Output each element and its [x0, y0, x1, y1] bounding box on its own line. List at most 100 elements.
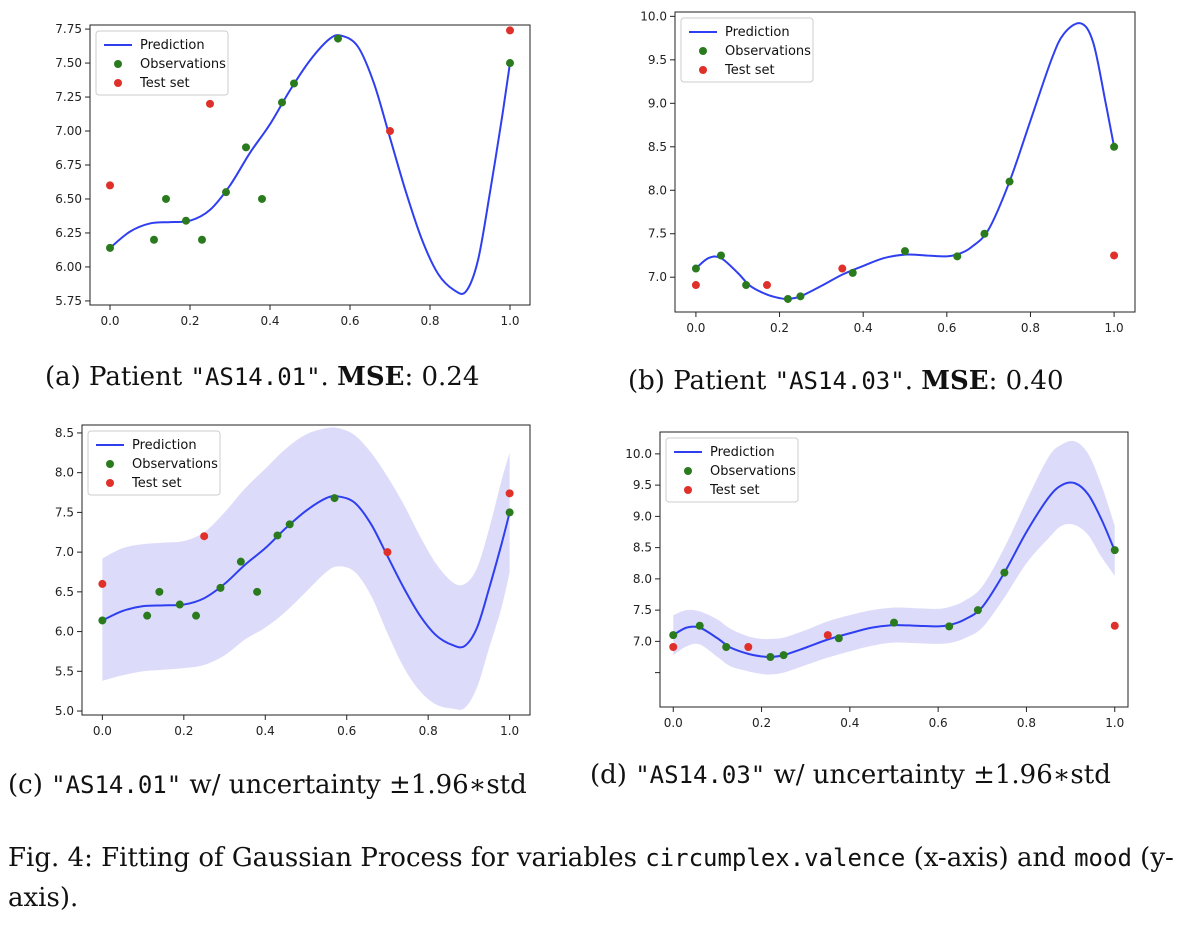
caption-b-label: (b) Patient	[628, 366, 775, 396]
plot-frame	[674, 11, 1136, 313]
plot-frame	[659, 431, 1129, 708]
test-point	[506, 26, 514, 35]
legend-observations-swatch	[114, 60, 122, 68]
figure-caption-yvar: mood	[1074, 844, 1132, 872]
chart-panel-c: 0.0 0.2 0.4 0.6 0.8 1.0 5.0 5.5 6.0 6.5 7.0 7.5 8.0 8…	[0, 410, 540, 750]
x-tick-label: 0.4	[840, 716, 859, 730]
x-tick-label: 1.0	[1105, 716, 1124, 730]
legend-observations-label: Observations	[140, 57, 226, 72]
observation-point	[766, 653, 775, 661]
legend-observations-swatch	[684, 467, 692, 475]
observation-point	[722, 643, 731, 651]
x-tick-label: 0.6	[937, 321, 956, 335]
y-tick-label: 7.0	[633, 634, 652, 648]
x-tick-label: 0.6	[340, 314, 359, 328]
y-tick-label: 7.5	[648, 227, 667, 241]
legend-prediction-label: Prediction	[140, 38, 205, 53]
observation-point	[1000, 568, 1009, 577]
x-tick-label: 0.2	[752, 716, 771, 730]
legend-test-label: Test set	[139, 76, 190, 91]
y-tick-label: 5.0	[55, 704, 74, 718]
y-tick-label: 6.25	[55, 226, 82, 240]
x-tick-label: 0.0	[93, 724, 112, 738]
x-tick-label: 0.0	[664, 716, 683, 730]
y-tick-label: 8.0	[633, 572, 652, 586]
y-tick-label: 7.0	[648, 270, 667, 284]
legend-test-swatch	[699, 66, 707, 74]
x-tick-label: 0.4	[854, 321, 873, 335]
figure-caption: Fig. 4: Fitting of Gaussian Process for …	[8, 838, 1178, 918]
legend-box	[95, 30, 229, 96]
legend-observations-swatch	[106, 460, 114, 468]
observation-point	[242, 143, 250, 152]
figure-caption-mid: (x-axis) and	[905, 843, 1075, 873]
x-tick-label: 1.0	[500, 314, 519, 328]
test-point	[691, 281, 700, 290]
observation-point	[236, 557, 245, 566]
observation-point	[290, 79, 298, 88]
y-tick-label: 7.5	[633, 603, 652, 617]
observation-point	[953, 252, 962, 261]
y-tick-label: 7.00	[55, 124, 82, 138]
caption-b: (b) Patient "AS14.03". MSE: 0.40	[628, 366, 1064, 396]
test-point	[763, 281, 771, 290]
test-point	[206, 99, 214, 108]
x-tick-label: 0.8	[1017, 716, 1036, 730]
observation-point	[890, 618, 898, 627]
y-tick-label: 8.5	[648, 140, 667, 154]
test-point	[383, 548, 392, 557]
chart-b-svg: 0.0 0.2 0.4 0.6 0.8 1.0 7.0 7.5 8.0 8.5 9.0 9.5 10.0…	[640, 9, 1136, 335]
test-point	[386, 127, 394, 136]
observation-point	[779, 651, 788, 660]
figure-caption-prefix: Fig. 4: Fitting of Gaussian Process for …	[8, 843, 646, 873]
caption-d-rest: w/ uncertainty ±1.96∗std	[765, 760, 1111, 790]
observation-point	[945, 622, 954, 631]
caption-c-patient: "AS14.01"	[51, 771, 182, 799]
test-point	[1110, 621, 1119, 630]
observation-point	[1110, 546, 1119, 555]
observation-point	[258, 194, 266, 203]
y-tick-label: 9.5	[633, 478, 652, 492]
observation-point	[834, 634, 843, 643]
x-tick-label: 0.2	[174, 724, 193, 738]
test-point	[744, 643, 753, 651]
observation-point	[973, 606, 982, 615]
prediction-line	[109, 34, 511, 295]
observation-point	[222, 188, 230, 197]
observation-point	[691, 264, 700, 273]
x-tick-label: 0.2	[770, 321, 789, 335]
x-tick-label: 0.8	[1021, 321, 1040, 335]
y-tick-label: 10.0	[640, 9, 667, 23]
y-tick-label: 8.0	[648, 183, 667, 197]
y-tick-label: 5.5	[55, 664, 74, 678]
chart-panel-d: 0.0 0.2 0.4 0.6 0.8 1.0 7.0 7.5 8.0 8.5 9.0 9.5 10.0…	[610, 420, 1150, 740]
chart-panel-b: 0.0 0.2 0.4 0.6 0.8 1.0 7.0 7.5 8.0 8.5 9.0 9.5 10.0…	[610, 0, 1150, 340]
x-tick-label: 0.0	[686, 321, 705, 335]
test-point	[106, 181, 114, 190]
chart-c-svg: 0.0 0.2 0.4 0.6 0.8 1.0 5.0 5.5 6.0 6.5 7.0 7.5 8.0 8…	[55, 424, 531, 738]
caption-c-label: (c)	[8, 770, 52, 800]
y-tick-label: 9.0	[648, 96, 667, 110]
test-point	[838, 264, 847, 273]
x-tick-label: 0.0	[100, 314, 119, 328]
test-point	[1110, 251, 1119, 260]
prediction-line	[101, 495, 511, 649]
legend-prediction-label: Prediction	[725, 25, 790, 40]
caption-b-metric: MSE	[921, 366, 989, 396]
x-tick-label: 1.0	[1105, 321, 1124, 335]
observation-point	[106, 243, 114, 252]
x-tick-label: 0.8	[419, 724, 438, 738]
observation-point	[192, 611, 201, 620]
x-tick-label: 0.4	[260, 314, 279, 328]
observation-point	[143, 611, 152, 620]
caption-b-patient: "AS14.03"	[774, 367, 905, 395]
legend-box	[87, 430, 221, 496]
observation-point	[175, 600, 184, 609]
figure-caption-xvar: circumplex.valence	[645, 844, 906, 872]
caption-a-value: : 0.24	[404, 362, 480, 392]
legend-observations-swatch	[699, 47, 707, 55]
y-tick-label: 7.5	[55, 505, 74, 519]
observation-point	[901, 247, 909, 256]
y-tick-label: 7.75	[55, 22, 82, 36]
observation-point	[182, 216, 190, 225]
